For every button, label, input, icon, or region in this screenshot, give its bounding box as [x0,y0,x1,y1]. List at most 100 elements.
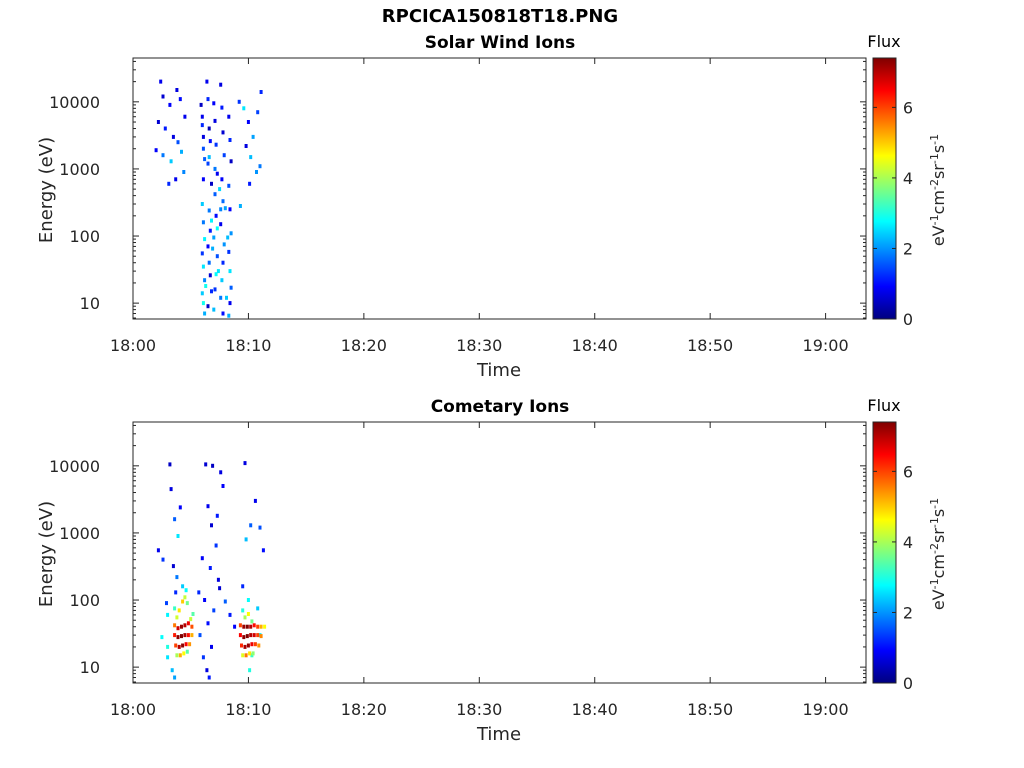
flux-cell [237,99,241,104]
flux-cell [263,624,267,629]
flux-cell [244,537,248,542]
flux-cell [177,644,181,649]
flux-cell [200,291,204,296]
flux-cell [229,231,233,236]
flux-cell [256,606,260,611]
flux-cell [251,651,255,656]
flux-cell [184,588,188,593]
flux-cell [156,120,160,124]
flux-cell [243,461,247,466]
x-tick-label: 18:00 [110,700,156,719]
flux-cell [249,523,253,528]
flux-cell [220,177,224,182]
y-tick-label: 10000 [49,93,100,112]
flux-cell [214,213,218,218]
flux-cell [173,633,177,638]
flux-cell [259,90,263,94]
flux-cell [249,155,253,160]
flux-cell [161,557,165,562]
flux-cell [214,543,218,548]
flux-cell [216,269,220,274]
flux-cell [248,181,252,186]
flux-cell [170,668,174,673]
flux-cell [176,635,180,640]
flux-cell [191,612,195,616]
flux-cell [219,222,223,227]
flux-cell [255,170,258,174]
colorbar-tick-label: 4 [903,169,913,188]
flux-cell [241,584,245,589]
flux-cell [175,88,179,92]
flux-cell [252,623,256,628]
flux-cell [221,260,225,265]
flux-cell [221,311,225,316]
flux-cell [229,285,233,290]
flux-cell [243,644,247,649]
flux-cell [215,226,219,231]
flux-cell [206,161,210,166]
flux-cell [183,114,187,119]
x-tick-label: 19:00 [803,336,849,355]
flux-cell [213,166,217,171]
colorbar-label: eV-1cm-2sr-1s-1 [928,134,949,246]
cometary-panel: Cometary Ions 18:00 18:10 18:20 18:30 18:40 1… [36,396,948,745]
flux-cell [223,599,227,604]
flux-cell [208,273,212,278]
flux-cell [198,633,202,638]
flux-cell [206,244,210,249]
colorbar-tick-label: 6 [903,98,913,117]
flux-cell [220,105,224,110]
flux-cell [207,208,211,213]
x-tick-label: 18:10 [225,700,271,719]
flux-cell [201,301,205,306]
flux-cell [174,643,178,648]
flux-cell [256,624,260,629]
flux-cell [200,556,204,561]
colorbar-tick-label: 2 [903,239,913,258]
colorbar-tick-label: 4 [903,533,913,552]
flux-cell [249,624,253,629]
flux-cell [160,635,164,640]
flux-cell [258,525,262,530]
flux-cell [252,633,256,638]
x-tick-label: 18:40 [572,336,618,355]
flux-cell [245,624,249,629]
flux-cell [246,598,250,602]
flux-cell [200,251,204,256]
flux-cell [186,621,190,626]
flux-cell [208,566,212,570]
flux-cell [250,619,254,624]
flux-cell [189,617,193,622]
flux-cell [241,653,245,658]
spectrogram-cells [156,461,267,680]
flux-cell [166,655,170,660]
colorbar-title: Flux [867,32,900,51]
colorbar-fill [872,57,897,320]
flux-cell [166,612,170,617]
flux-cell [175,653,179,658]
flux-cell [180,634,183,639]
flux-cell [203,157,207,162]
flux-cell [211,463,215,468]
flux-cell [241,608,245,613]
flux-cell [227,313,231,318]
flux-cell [208,139,212,144]
flux-cell [215,171,219,176]
flux-cell [257,643,261,648]
flux-cell [215,513,219,518]
x-tick-label: 18:00 [110,336,156,355]
flux-cell [203,278,207,283]
panel-title: Cometary Ions [431,397,570,417]
flux-cell [175,615,179,620]
flux-cell [219,470,223,475]
flux-cell [182,170,186,174]
flux-cell [165,601,168,606]
flux-cell [186,633,190,638]
flux-cell [205,668,209,673]
y-tick-label: 100 [69,227,100,246]
flux-cell [176,140,180,145]
flux-cell [183,595,187,600]
flux-cell [171,134,175,139]
flux-cell [210,181,213,186]
